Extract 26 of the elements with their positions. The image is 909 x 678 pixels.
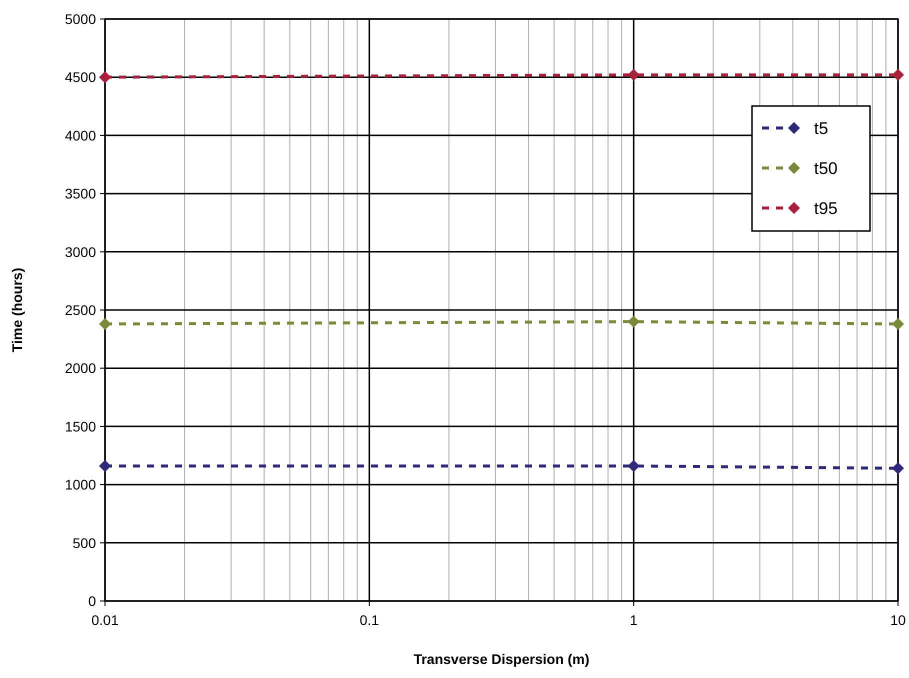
y-tick-label: 2000	[64, 360, 96, 376]
point	[99, 318, 111, 330]
y-tick-label: 500	[72, 534, 96, 551]
point	[99, 71, 111, 84]
legend-label: t95	[814, 199, 838, 218]
point	[892, 318, 904, 330]
x-axis-title: Transverse Dispersion (m)	[414, 651, 590, 667]
y-tick-label: 4000	[64, 127, 96, 144]
y-tick-label: 2500	[64, 302, 96, 318]
point	[892, 462, 904, 474]
x-tick-label: 1	[630, 612, 638, 628]
y-tick-label: 4500	[64, 69, 96, 86]
y-tick-label: 3500	[64, 186, 96, 202]
legend-label: t50	[814, 159, 838, 178]
legend-label: t5	[814, 119, 828, 138]
y-tick-label: 5000	[64, 11, 96, 27]
y-tick-label: 1000	[64, 476, 96, 493]
point	[892, 68, 904, 81]
y-tick-label: 3000	[64, 244, 96, 260]
y-tick-label: 0	[88, 593, 96, 609]
x-tick-label: 0.01	[91, 612, 119, 628]
y-axis-title: Time (hours)	[9, 268, 25, 352]
x-tick-label: 0.1	[360, 612, 380, 628]
point	[99, 460, 111, 472]
x-tick-label: 10	[890, 612, 906, 628]
y-tick-label: 1500	[64, 418, 96, 434]
